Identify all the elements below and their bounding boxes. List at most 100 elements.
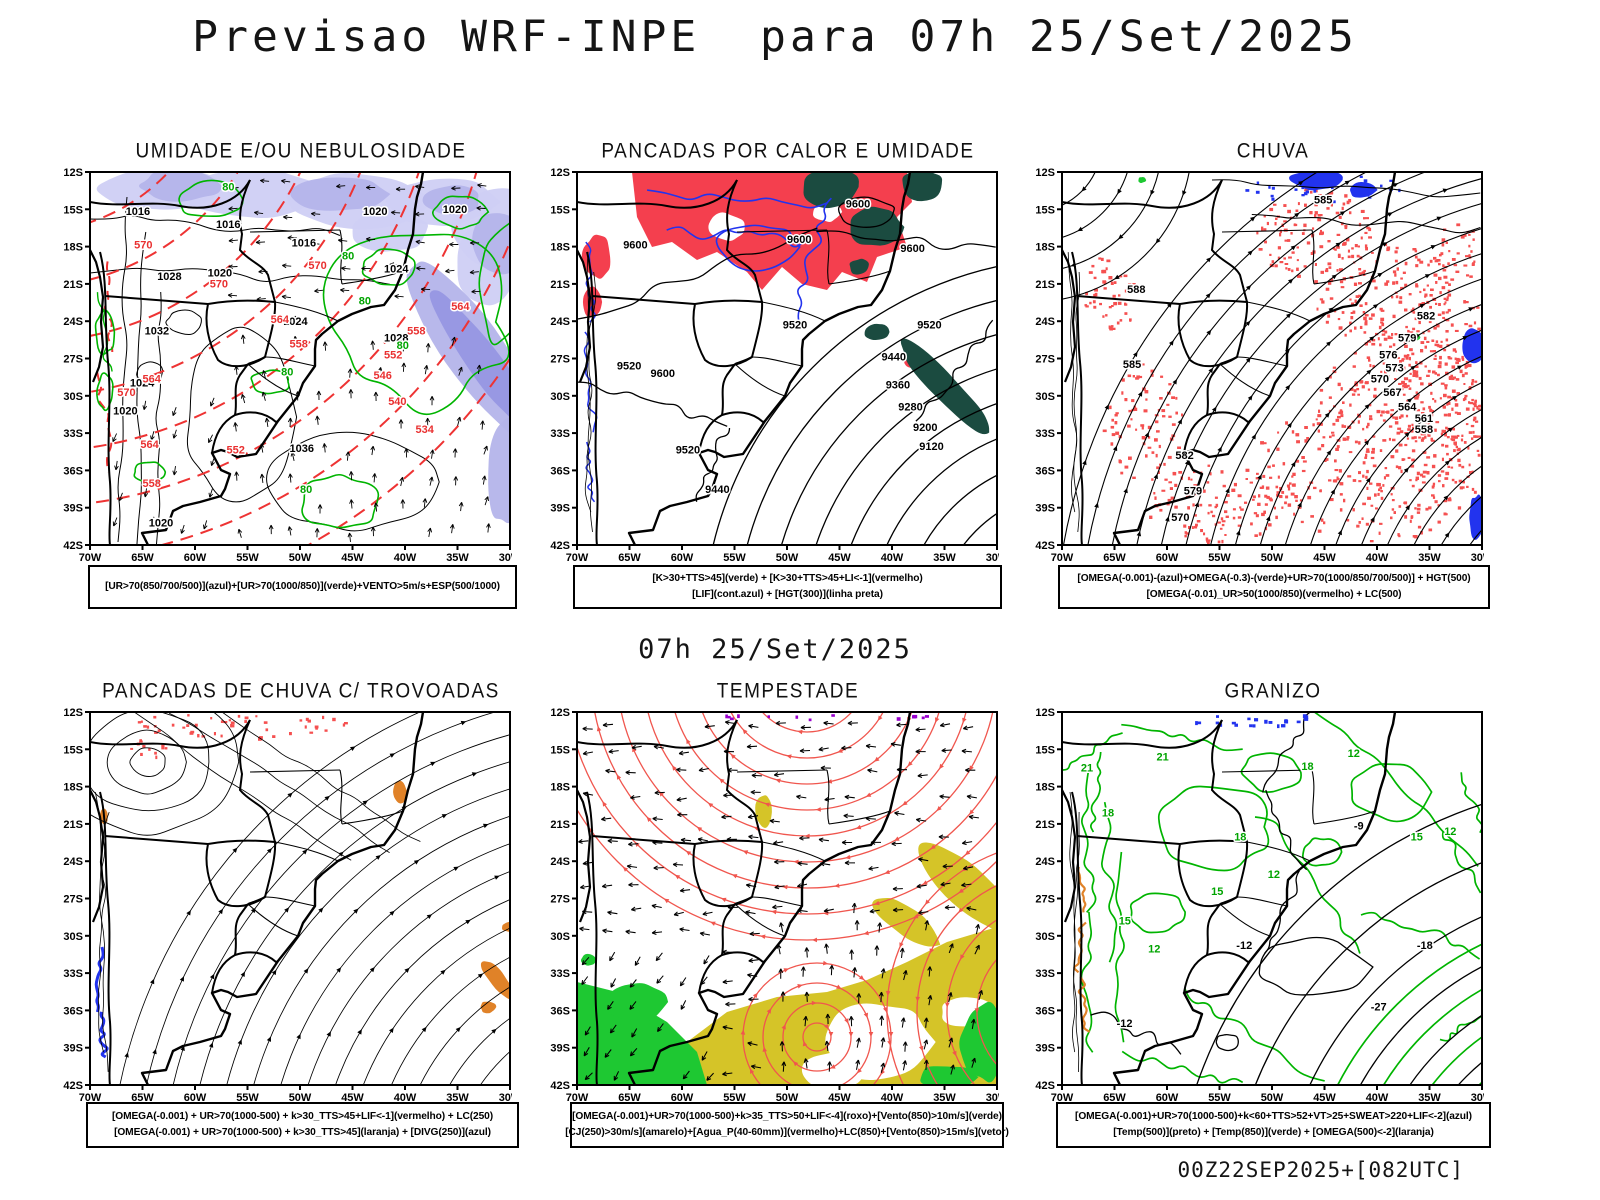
svg-text:12S: 12S (63, 167, 83, 179)
caption-granizo: [OMEGA(-0.001)+UR>70(1000-500)+k<60+TTS>… (1056, 1102, 1491, 1148)
svg-text:561: 561 (1415, 413, 1433, 425)
svg-text:65W: 65W (618, 1092, 641, 1104)
caption-line: [OMEGA(-0.001) + UR>70(1000-500) + k>30_… (111, 1111, 494, 1122)
svg-text:9360: 9360 (886, 379, 910, 391)
svg-text:9600: 9600 (623, 240, 647, 252)
svg-text:35W: 35W (446, 1092, 469, 1104)
svg-text:42S: 42S (550, 1080, 570, 1092)
svg-text:18S: 18S (1035, 242, 1055, 254)
svg-text:-18: -18 (1417, 940, 1433, 952)
svg-text:1016: 1016 (216, 219, 240, 231)
svg-text:9600: 9600 (846, 198, 870, 210)
svg-text:45W: 45W (341, 1092, 364, 1104)
svg-text:50W: 50W (776, 1092, 799, 1104)
svg-text:564: 564 (1398, 402, 1417, 414)
svg-text:21S: 21S (63, 279, 83, 291)
svg-text:55W: 55W (723, 1092, 746, 1104)
svg-text:55W: 55W (236, 552, 259, 564)
svg-text:540: 540 (388, 396, 406, 408)
svg-text:1024: 1024 (283, 316, 308, 328)
svg-text:9520: 9520 (783, 320, 807, 332)
svg-text:30S: 30S (63, 931, 83, 943)
svg-text:552: 552 (227, 445, 245, 457)
svg-text:564: 564 (140, 439, 159, 451)
svg-text:33S: 33S (1035, 428, 1055, 440)
panel-title-trovoadas: PANCADAS DE CHUVA C/ TROVOADAS (102, 679, 500, 704)
svg-text:80: 80 (359, 295, 371, 307)
svg-text:18S: 18S (63, 242, 83, 254)
svg-text:570: 570 (210, 279, 228, 291)
svg-text:36S: 36S (550, 465, 570, 477)
svg-text:12: 12 (1268, 869, 1280, 881)
svg-text:60W: 60W (671, 552, 694, 564)
svg-text:570: 570 (134, 240, 152, 252)
svg-text:564: 564 (271, 314, 290, 326)
svg-text:9120: 9120 (919, 441, 943, 453)
svg-text:564: 564 (143, 374, 162, 386)
svg-text:573: 573 (1385, 363, 1403, 375)
svg-text:18: 18 (1102, 807, 1114, 819)
svg-text:-12: -12 (1117, 1018, 1133, 1030)
svg-text:1020: 1020 (149, 517, 173, 529)
svg-text:12: 12 (1348, 748, 1360, 760)
svg-text:18S: 18S (63, 782, 83, 794)
svg-text:18: 18 (1301, 761, 1313, 773)
svg-text:70W: 70W (1051, 552, 1074, 564)
svg-text:60W: 60W (1156, 1092, 1179, 1104)
caption-line: [UR>70(850/700/500)](azul)+[UR>70(1000/8… (105, 581, 500, 592)
svg-text:30W: 30W (986, 552, 999, 564)
svg-text:582: 582 (1417, 310, 1435, 322)
svg-text:39S: 39S (1035, 1043, 1055, 1055)
svg-text:-9: -9 (1354, 821, 1364, 833)
svg-text:35W: 35W (446, 552, 469, 564)
svg-text:27S: 27S (63, 894, 83, 906)
svg-text:55W: 55W (1208, 552, 1231, 564)
svg-text:60W: 60W (184, 1092, 207, 1104)
svg-text:60W: 60W (1156, 552, 1179, 564)
svg-text:12S: 12S (550, 167, 570, 179)
svg-text:39S: 39S (550, 1043, 570, 1055)
caption-line: [OMEGA(-0.001)+UR>70(1000-500)+k<60+TTS>… (1075, 1111, 1472, 1122)
svg-text:18: 18 (1234, 832, 1246, 844)
svg-text:30W: 30W (1471, 552, 1484, 564)
svg-text:558: 558 (1415, 424, 1433, 436)
svg-text:1024: 1024 (384, 264, 409, 276)
svg-text:9600: 9600 (900, 243, 924, 255)
svg-text:33S: 33S (550, 428, 570, 440)
svg-text:30W: 30W (499, 552, 512, 564)
caption-chuva: [OMEGA(-0.001)-(azul)+OMEGA(-0.3)-(verde… (1058, 565, 1490, 609)
svg-text:12S: 12S (1035, 707, 1055, 719)
svg-text:30S: 30S (63, 391, 83, 403)
svg-text:30S: 30S (1035, 931, 1055, 943)
svg-text:80: 80 (397, 340, 409, 352)
caption-line: [K>30+TTS>45](verde) + [K>30+TTS>45+LI<-… (652, 573, 923, 584)
svg-text:570: 570 (1371, 374, 1389, 386)
caption-umidade: [UR>70(850/700/500)](azul)+[UR>70(1000/8… (88, 565, 517, 609)
svg-text:40W: 40W (1366, 552, 1389, 564)
svg-text:27S: 27S (1035, 894, 1055, 906)
svg-text:534: 534 (416, 424, 435, 436)
valid-time-subtitle: 07h 25/Set/2025 (638, 634, 912, 665)
svg-text:45W: 45W (828, 1092, 851, 1104)
svg-text:27S: 27S (1035, 354, 1055, 366)
svg-text:42S: 42S (63, 1080, 83, 1092)
svg-text:12S: 12S (1035, 167, 1055, 179)
svg-text:80: 80 (300, 484, 312, 496)
svg-text:579: 579 (1184, 486, 1202, 498)
svg-text:12S: 12S (550, 707, 570, 719)
svg-text:33S: 33S (550, 968, 570, 980)
svg-text:45W: 45W (1313, 1092, 1336, 1104)
svg-text:39S: 39S (63, 1043, 83, 1055)
svg-text:1020: 1020 (208, 267, 232, 279)
svg-text:9440: 9440 (705, 484, 729, 496)
svg-text:40W: 40W (394, 552, 417, 564)
panel-title-chuva: CHUVA (1236, 139, 1310, 164)
svg-text:50W: 50W (289, 1092, 312, 1104)
svg-text:12S: 12S (63, 707, 83, 719)
svg-text:39S: 39S (63, 503, 83, 515)
svg-text:24S: 24S (63, 316, 83, 328)
svg-text:36S: 36S (550, 1005, 570, 1017)
